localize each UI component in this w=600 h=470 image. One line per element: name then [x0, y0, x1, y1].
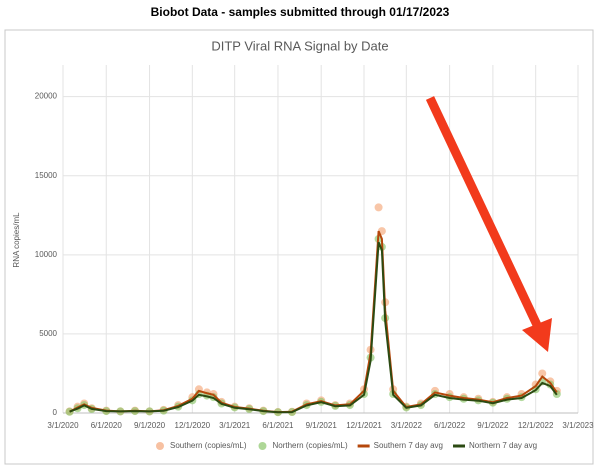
- x-tick-label: 3/1/2021: [219, 421, 251, 430]
- arrow-head: [522, 318, 552, 352]
- y-tick-label: 5000: [39, 329, 57, 338]
- x-tick-label: 3/1/2020: [47, 421, 79, 430]
- x-tick-label: 3/1/2022: [391, 421, 423, 430]
- chart-frame: [4, 29, 594, 465]
- y-tick-label: 10000: [35, 250, 58, 259]
- x-tick-label: 12/1/2021: [346, 421, 382, 430]
- x-tick-label: 9/1/2020: [134, 421, 166, 430]
- x-tick-label: 12/1/2022: [518, 421, 554, 430]
- y-axis-label: RNA copies/mL: [12, 212, 21, 268]
- avg-line: [69, 241, 558, 414]
- avg-line: [69, 230, 558, 414]
- arrow-shaft: [425, 96, 542, 327]
- page-title: Biobot Data - samples submitted through …: [151, 5, 450, 19]
- x-tick-label: 6/1/2021: [262, 421, 294, 430]
- x-tick-label: 9/1/2022: [477, 421, 509, 430]
- legend-label: Northern (copies/mL): [272, 441, 347, 450]
- legend-label: Southern 7 day avg: [374, 441, 443, 450]
- data-point: [538, 369, 547, 378]
- legend-label: Southern (copies/mL): [170, 441, 247, 450]
- chart-title: DITP Viral RNA Signal by Date: [211, 38, 388, 53]
- x-tick-label: 9/1/2021: [306, 421, 338, 430]
- data-point: [65, 407, 74, 416]
- x-tick-label: 3/1/2023: [562, 421, 594, 430]
- x-tick-label: 6/1/2020: [91, 421, 123, 430]
- annotation-arrow: [425, 96, 552, 352]
- y-tick-label: 20000: [35, 92, 58, 101]
- y-tick-label: 15000: [35, 171, 58, 180]
- x-tick-label: 6/1/2022: [434, 421, 466, 430]
- legend-label: Northern 7 day avg: [469, 441, 537, 450]
- x-tick-label: 12/1/2020: [175, 421, 211, 430]
- legend-marker: [258, 442, 267, 450]
- plot-area: 0 5000 10000 15000 20000 3/1/2020 6/1/2020 9/1/…: [35, 65, 594, 450]
- legend-marker: [156, 442, 164, 450]
- data-point: [374, 203, 383, 212]
- y-tick-label: 0: [53, 408, 58, 417]
